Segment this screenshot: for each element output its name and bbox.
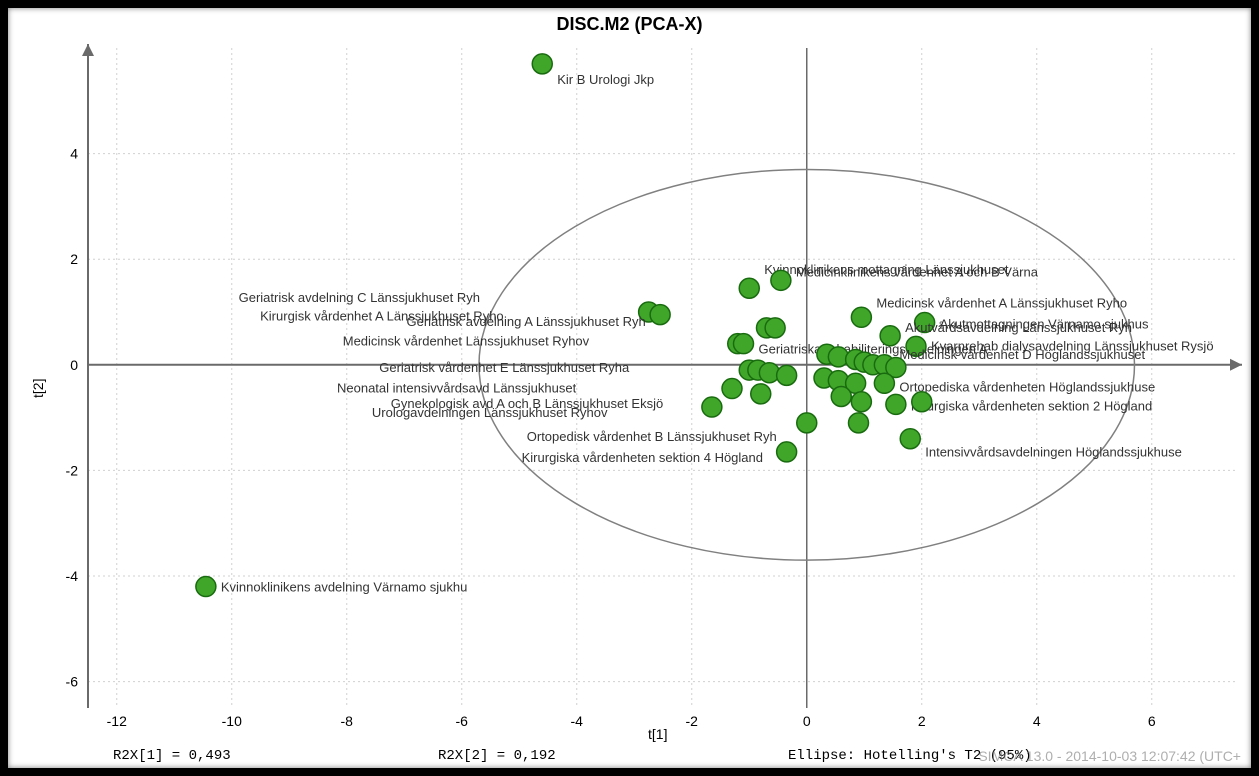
scatter-point bbox=[702, 397, 722, 417]
point-label: Geriatrisk vårdenhet E Länssjukhuset Ryh… bbox=[379, 360, 630, 375]
point-label: Medicinsk vårdenhet D Höglandssjukhuset bbox=[899, 347, 1145, 362]
scatter-point bbox=[851, 307, 871, 327]
scatter-point bbox=[849, 413, 869, 433]
x-tick-label: -10 bbox=[222, 713, 242, 729]
scatter-point bbox=[739, 278, 759, 298]
scatter-point bbox=[874, 373, 894, 393]
y-tick-label: 4 bbox=[70, 146, 78, 162]
scatter-point bbox=[751, 384, 771, 404]
x-tick-label: -12 bbox=[107, 713, 127, 729]
footer-r2x2: R2X[2] = 0,192 bbox=[438, 748, 556, 764]
y-axis-label: t[2] bbox=[30, 379, 46, 398]
scatter-point bbox=[777, 365, 797, 385]
chart-frame: DISC.M2 (PCA-X) -12-10-8-6-4-20246-6-4-2… bbox=[0, 0, 1259, 776]
footer-r2x1: R2X[1] = 0,493 bbox=[113, 748, 231, 764]
point-label: Medicinsk vårdenhet Länssjukhuset Ryhov bbox=[343, 334, 590, 349]
scatter-point bbox=[777, 442, 797, 462]
scatter-point bbox=[886, 394, 906, 414]
scatter-point bbox=[734, 334, 754, 354]
x-tick-label: 0 bbox=[803, 713, 811, 729]
point-label: Geriatrisk avdelning A Länssjukhuset Ryh bbox=[407, 314, 646, 329]
x-tick-label: -8 bbox=[341, 713, 354, 729]
x-tick-label: 4 bbox=[1033, 713, 1041, 729]
scatter-point bbox=[912, 392, 932, 412]
scatter-point bbox=[765, 318, 785, 338]
point-label: Ortopedisk vårdenhet B Länssjukhuset Ryh bbox=[527, 429, 777, 444]
scatter-point bbox=[196, 577, 216, 597]
scatter-point bbox=[650, 305, 670, 325]
scatter-point bbox=[722, 379, 742, 399]
point-label: Kir B Urologi Jkp bbox=[557, 72, 654, 87]
point-label: Kvinnoklinikens avdelning Värnamo sjukhu bbox=[221, 580, 467, 595]
scatter-point bbox=[797, 413, 817, 433]
y-tick-label: 2 bbox=[70, 251, 78, 267]
point-label: Intensivvårdsavdelningen Höglandssjukhus… bbox=[925, 445, 1182, 460]
point-label: Akutvårdsavdelning Länssjukhuset Ryh bbox=[905, 320, 1132, 335]
scatter-plot: -12 -10 -8 -6 -4 -2 0 2 4 6 -6 -4 -2 0 2 4 Kir B Urologi… bbox=[8, 8, 1251, 768]
point-label: Neonatal intensivvårdsavd Länssjukhuset bbox=[337, 381, 577, 396]
scatter-point bbox=[900, 429, 920, 449]
point-label: Geriatrisk avdelning C Länssjukhuset Ryh bbox=[239, 290, 480, 305]
x-tick-label: -6 bbox=[456, 713, 469, 729]
x-tick-label: -2 bbox=[686, 713, 699, 729]
point-label: Urologavdelningen Länssjukhuset Ryhov bbox=[372, 405, 608, 420]
scatter-point bbox=[831, 386, 851, 406]
point-label: Ortopediska vårdenheten Höglandssjukhuse bbox=[899, 379, 1155, 394]
scatter-point bbox=[532, 54, 552, 74]
scatter-point bbox=[851, 392, 871, 412]
software-watermark: SIMCA 13.0 - 2014-10-03 12:07:42 (UTC+ bbox=[978, 748, 1241, 764]
point-label: Medicinsk vårdenhet A Länssjukhuset Ryho bbox=[876, 295, 1127, 310]
point-label: Kirurgiska vårdenheten sektion 4 Högland bbox=[522, 450, 763, 465]
point-label: Medicinklinikens vårdenhet A och B Värna bbox=[796, 264, 1039, 279]
x-axis-arrow bbox=[1230, 359, 1242, 371]
y-tick-label: 0 bbox=[70, 357, 78, 373]
x-axis-label: t[1] bbox=[648, 726, 667, 742]
point-label: Kirurgiska vårdenheten sektion 2 Högland bbox=[911, 398, 1152, 413]
scatter-point bbox=[771, 270, 791, 290]
y-axis-arrow bbox=[82, 44, 94, 56]
x-tick-label: -4 bbox=[571, 713, 584, 729]
x-tick-label: 2 bbox=[918, 713, 926, 729]
x-tick-label: 6 bbox=[1148, 713, 1156, 729]
y-tick-label: -2 bbox=[66, 462, 79, 478]
y-tick-label: -4 bbox=[66, 568, 79, 584]
y-tick-label: -6 bbox=[66, 674, 79, 690]
